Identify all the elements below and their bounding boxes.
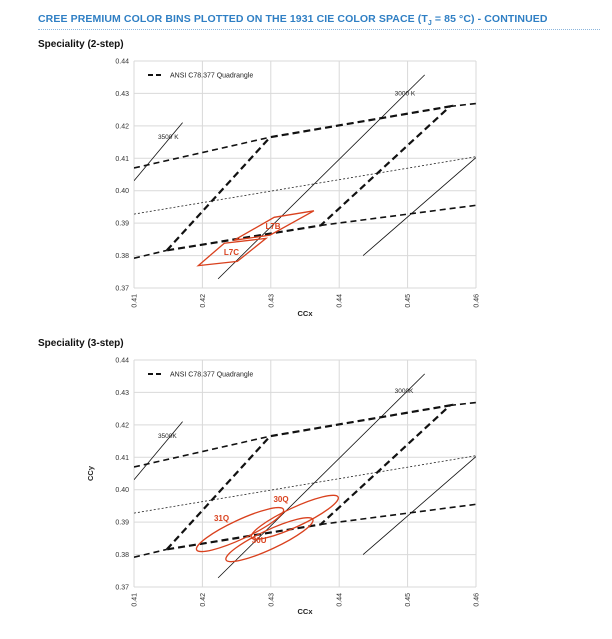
y-tick-label: 0.43 [115,390,129,397]
x-tick-label: 0.42 [200,294,207,308]
ellipse-label: 31Q [214,514,229,523]
cct-label: 3500 K [158,134,179,141]
x-tick-label: 0.44 [337,294,344,308]
y-tick-label: 0.42 [115,123,129,130]
plot-area [134,373,476,579]
series-cct [217,373,425,579]
chart-1: 0.37 0.38 0.39 0.40 0.41 0.42 0.43 0.44 0.41 0.42… [115,59,480,319]
x-tick-label: 0.41 [132,593,139,607]
x-tick-label: 0.45 [405,294,412,308]
legend-label: ANSI C78.377 Quadrangle [170,372,253,379]
series-quad-edge [134,249,167,259]
series-quad-edge [320,204,476,227]
x-tick-label: 0.41 [132,294,139,308]
y-tick-label: 0.39 [115,221,129,228]
series-cct [134,421,183,480]
x-tick-label: 0.42 [200,593,207,607]
y-tick-label: 0.44 [115,59,129,66]
ellipse-label: 30U [252,536,267,545]
x-tick-label: 0.46 [474,593,481,607]
y-tick-label: 0.41 [115,156,129,163]
y-tick-label: 0.39 [115,520,129,527]
series-quad-edge [449,102,476,108]
title-divider [38,29,600,30]
y-tick-label: 0.40 [115,188,129,195]
x-tick-label: 0.45 [405,593,412,607]
x-tick-label: 0.43 [268,593,275,607]
bin-l7b [233,210,315,241]
section-title-3step: Speciality (3-step) [38,338,124,349]
series-center [134,455,476,514]
plot-area [134,74,476,280]
bin-l7c [196,237,269,267]
cct-label: 3000K [395,388,414,395]
x-tick-label: 0.46 [474,294,481,308]
y-tick-label: 0.44 [115,358,129,365]
ellipse-label: 30Q [273,495,288,504]
x-axis-label: CCx [297,607,313,616]
y-tick-label: 0.40 [115,487,129,494]
series-quad-edge [449,401,476,407]
cct-label: 3000 K [395,91,416,98]
series-quad-edge [134,435,271,468]
y-axis-label: CCy [86,465,95,481]
bin-label: L7B [265,222,280,231]
series-cct [362,157,476,256]
series-cct [362,456,476,555]
series-cct [134,122,183,181]
legend-label: ANSI C78.377 Quadrangle [170,73,253,80]
y-tick-label: 0.43 [115,91,129,98]
series-cct [217,74,425,280]
y-tick-label: 0.41 [115,455,129,462]
y-tick-label: 0.38 [115,253,129,260]
series-quad-edge [320,503,476,526]
y-tick-label: 0.37 [115,286,129,293]
series-quad-edge [134,548,167,558]
ellipse-31q [195,506,285,553]
cct-label: 3500K [158,433,177,440]
series-quad-edge [134,136,271,169]
y-tick-label: 0.42 [115,422,129,429]
x-tick-label: 0.43 [268,294,275,308]
x-axis-label: CCx [297,309,313,318]
section-title-2step: Speciality (2-step) [38,39,124,50]
ellipse-30u [225,517,314,563]
page-title: CREE PREMIUM COLOR BINS PLOTTED ON THE 1… [38,13,548,28]
y-tick-label: 0.37 [115,585,129,592]
x-tick-label: 0.44 [337,593,344,607]
y-tick-label: 0.38 [115,552,129,559]
chart-2: 0.37 0.38 0.39 0.40 0.41 0.42 0.43 0.44 0.41 0.42… [86,358,481,617]
series-center [134,156,476,215]
bin-label: L7C [224,248,239,257]
